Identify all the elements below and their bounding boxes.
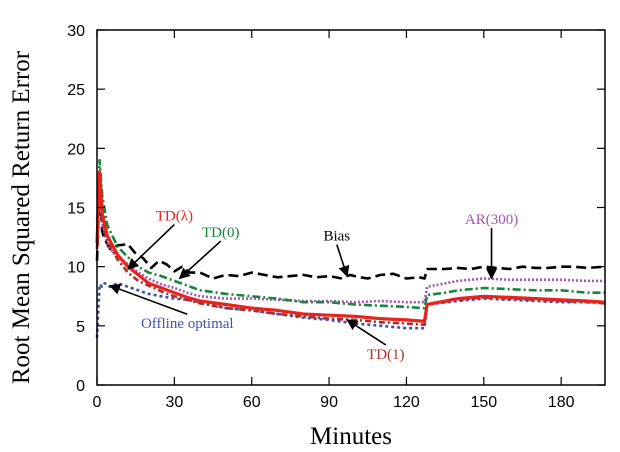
series-line-offline-optimal xyxy=(95,281,605,338)
annotation-label-td: TD(λ) xyxy=(156,209,193,225)
x-tick-label: 30 xyxy=(165,394,183,411)
series-line-td xyxy=(95,170,606,323)
y-axis-title: Root Mean Squared Return Error xyxy=(8,50,35,384)
x-tick-label: 180 xyxy=(548,394,575,411)
y-tick-label: 15 xyxy=(67,201,85,218)
annotation-label-ar-300: AR(300) xyxy=(465,212,518,228)
annotation-arrow-bias xyxy=(336,244,350,278)
y-tick-label: 25 xyxy=(67,82,85,99)
y-tick-label: 20 xyxy=(67,141,85,158)
x-tick-label: 60 xyxy=(243,394,261,411)
ticks-layer: 0 30 60 90 120 150 180 0 5 10 15 20 25 30 xyxy=(67,23,605,411)
annotation-arrow-td-1 xyxy=(346,319,387,346)
annotation-label-offline-optimal: Offline optimal xyxy=(141,316,234,332)
annotation-arrow-td xyxy=(127,223,175,270)
x-tick-label: 150 xyxy=(470,394,497,411)
y-tick-label: 30 xyxy=(67,23,85,40)
series-layer xyxy=(95,158,606,338)
series-line-td-0 xyxy=(95,158,605,310)
y-tick-label: 5 xyxy=(76,319,85,336)
annotation-arrow-td-0 xyxy=(178,240,222,280)
x-tick-label: 0 xyxy=(93,394,102,411)
annotation-label-td-1: TD(1) xyxy=(367,347,405,363)
x-tick-label: 90 xyxy=(320,394,338,411)
annotation-label-bias: Bias xyxy=(323,229,350,245)
x-tick-label: 120 xyxy=(393,394,420,411)
series-line-bias xyxy=(95,182,606,280)
x-axis-title: Minutes xyxy=(310,423,392,450)
annotation-layer: Bias AR(300) TD(0) TD(λ) Offline optimal TD(1… xyxy=(108,209,518,363)
annotation-label-td-0: TD(0) xyxy=(202,225,240,241)
y-tick-label: 0 xyxy=(76,378,85,395)
annotation-arrow-offline-optimal xyxy=(108,283,188,315)
y-tick-label: 10 xyxy=(67,260,85,277)
